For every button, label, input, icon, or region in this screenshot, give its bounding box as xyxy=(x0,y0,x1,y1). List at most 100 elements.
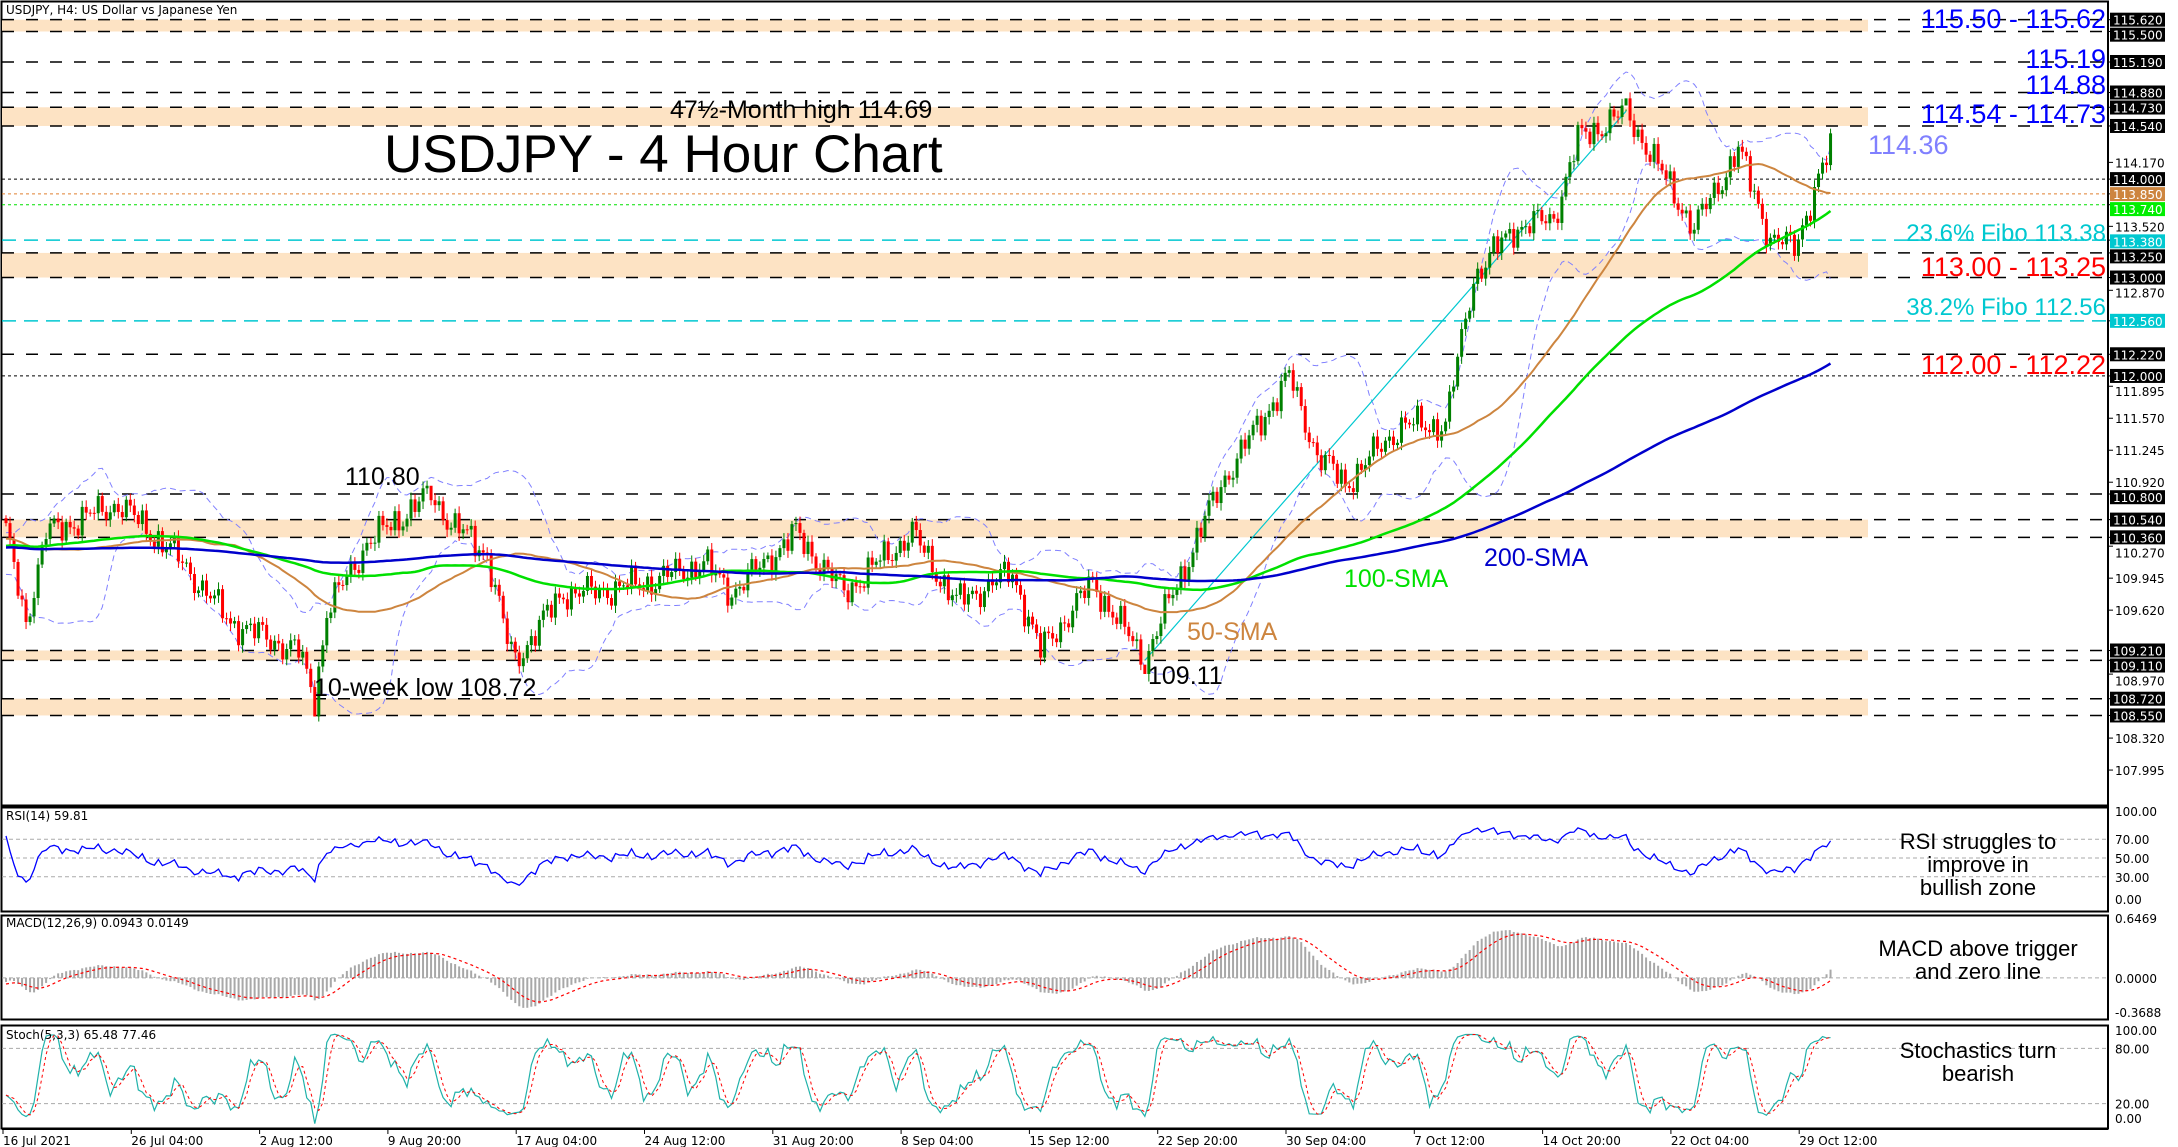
candle-body xyxy=(1564,176,1568,197)
price-tag-bg xyxy=(2110,270,2165,285)
candle-body xyxy=(565,599,569,610)
candle-body xyxy=(1123,605,1127,627)
candle-body xyxy=(397,511,401,531)
price-tag: 110.360 xyxy=(2113,531,2163,545)
candle-body xyxy=(1732,156,1736,167)
candle-body xyxy=(321,645,325,667)
candle-body xyxy=(1448,391,1452,422)
candle-body xyxy=(906,542,910,551)
candle-body xyxy=(441,501,445,521)
candle-body xyxy=(1139,639,1143,665)
time-label: 29 Oct 12:00 xyxy=(1799,1134,1877,1147)
candle-body xyxy=(738,586,742,589)
candle-body xyxy=(1183,566,1187,581)
candle-body xyxy=(1171,594,1175,599)
candle-body xyxy=(1083,590,1087,598)
candle-body xyxy=(369,542,373,544)
candle-body xyxy=(501,595,505,619)
time-label: 16 Jul 2021 xyxy=(3,1134,71,1147)
candle-body xyxy=(241,629,245,646)
candle-body xyxy=(317,666,321,717)
candle-body xyxy=(1596,122,1600,135)
support-resistance-zone xyxy=(2,107,1868,126)
support-resistance-zone xyxy=(2,519,1868,538)
macd-note: MACD above trigger and zero line xyxy=(1858,937,2098,983)
candle-body xyxy=(36,564,40,599)
candle-body xyxy=(626,585,630,588)
candle-body xyxy=(898,540,902,553)
price-tag-bg xyxy=(2110,658,2165,673)
candle-body xyxy=(774,557,778,574)
price-tag-bg xyxy=(2110,691,2165,706)
candle-body xyxy=(1271,402,1275,411)
candle-body xyxy=(1648,154,1652,162)
candle-body xyxy=(1215,491,1219,504)
candle-body xyxy=(1135,639,1139,642)
candle-body xyxy=(750,559,754,570)
price-tag-bg xyxy=(2110,234,2165,249)
candle-body xyxy=(1095,577,1099,592)
candle-body xyxy=(1588,131,1592,145)
candle-body xyxy=(746,569,750,591)
candle-body xyxy=(806,541,810,554)
level-label-114-54: 114.54 - 114.73 xyxy=(1920,99,2106,129)
candle-body xyxy=(1051,633,1055,639)
candle-body xyxy=(662,565,666,576)
candle-body xyxy=(770,555,774,574)
stoch-tick: 80.00 xyxy=(2115,1042,2149,1056)
candle-body xyxy=(453,513,457,528)
candle-body xyxy=(1520,226,1524,230)
candle-body xyxy=(1416,405,1420,425)
candle-body xyxy=(32,598,36,617)
candle-body xyxy=(1391,436,1395,446)
candle-body xyxy=(481,550,485,553)
candle-body xyxy=(325,617,329,646)
candle-body xyxy=(1055,638,1059,643)
candle-body xyxy=(1829,133,1833,166)
price-tag: 113.000 xyxy=(2113,272,2163,286)
candle-body xyxy=(200,580,204,591)
candle-body xyxy=(1712,182,1716,198)
candle-body xyxy=(52,518,56,524)
candle-body xyxy=(734,588,738,598)
candle-body xyxy=(954,594,958,596)
candle-body xyxy=(537,619,541,646)
candle-body xyxy=(1632,120,1636,137)
candle-body xyxy=(261,622,265,625)
candle-body xyxy=(682,569,686,580)
candle-body xyxy=(1023,594,1027,627)
candle-body xyxy=(1243,439,1247,449)
candle-body xyxy=(1508,228,1512,234)
candle-body xyxy=(870,557,874,565)
candle-body xyxy=(838,574,842,576)
candle-body xyxy=(1716,182,1720,195)
candle-body xyxy=(1720,190,1724,195)
candle-body xyxy=(196,590,200,594)
candle-body xyxy=(1331,455,1335,464)
candle-body xyxy=(1660,163,1664,171)
candle-body xyxy=(341,584,345,586)
candle-body xyxy=(666,565,670,577)
candle-body xyxy=(205,580,208,596)
candle-body xyxy=(826,559,830,569)
candle-body xyxy=(1544,221,1548,224)
candle-body xyxy=(92,512,96,514)
price-tag-bg xyxy=(2110,530,2165,545)
axis-tick-label: 108.320 xyxy=(2115,732,2165,746)
price-tag-bg xyxy=(2110,187,2165,202)
candle-body xyxy=(762,559,766,568)
candle-body xyxy=(1464,318,1468,330)
macd-title: MACD(12,26,9) 0.0943 0.0149 xyxy=(6,916,189,930)
candle-body xyxy=(148,533,152,542)
stoch-tick: 0.00 xyxy=(2115,1112,2142,1126)
candle-body xyxy=(1760,203,1764,219)
candle-body xyxy=(854,582,858,587)
candle-body xyxy=(160,531,164,553)
candle-body xyxy=(1616,116,1620,118)
support-resistance-zone xyxy=(2,650,1868,661)
support-resistance-zone xyxy=(2,698,1868,716)
candle-body xyxy=(517,652,521,667)
candle-body xyxy=(1179,566,1183,590)
candle-body xyxy=(417,501,421,512)
time-label: 22 Oct 04:00 xyxy=(1671,1134,1749,1147)
